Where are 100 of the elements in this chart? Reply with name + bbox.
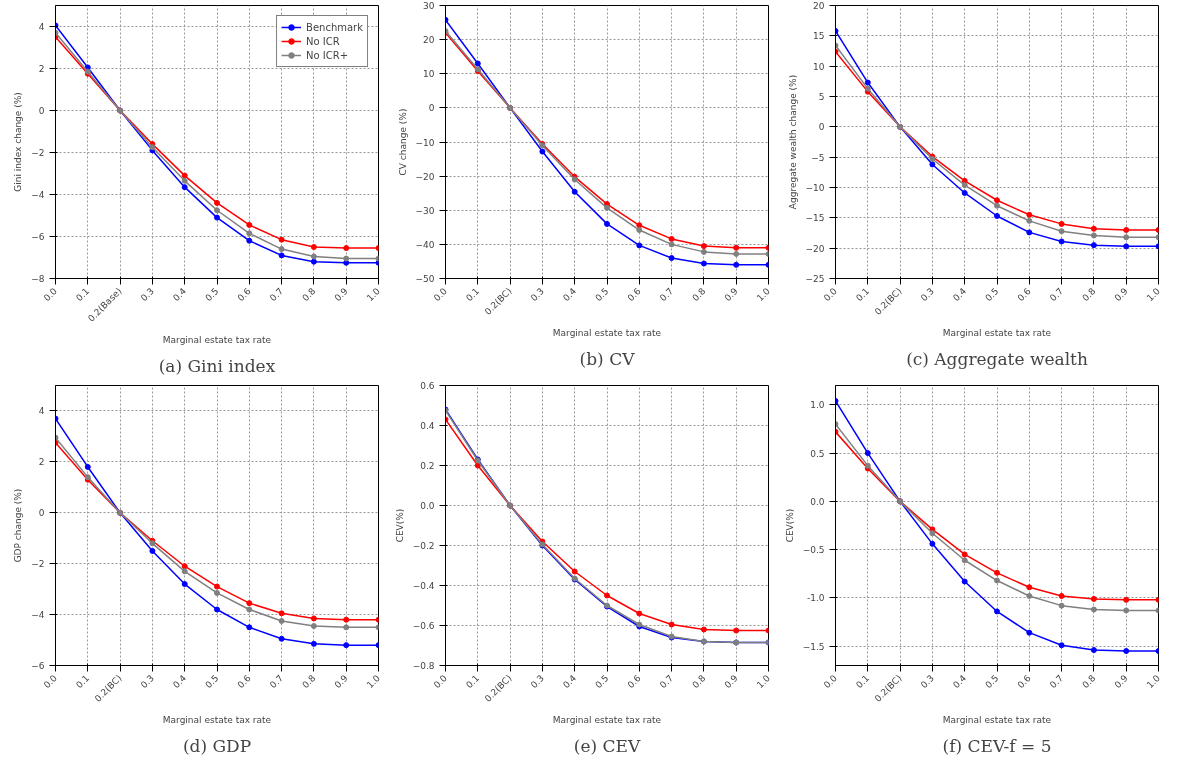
text: (b) CV (579, 348, 636, 369)
x-tick-label: 1.0 (754, 285, 773, 304)
x-tick-label: 0.9 (332, 672, 350, 691)
x-tick-label: 0.8 (1080, 285, 1098, 304)
x-tick-label: 0.1 (464, 285, 482, 304)
y-axis-title: CEV(%) (784, 508, 795, 543)
y-tick-label: −15 (805, 213, 825, 224)
x-tick-label: 0.6 (625, 285, 644, 304)
y-tick-label: −20 (805, 243, 825, 254)
y-tick-label: −6 (31, 661, 45, 671)
x-tick-label: 1.0 (754, 672, 773, 691)
x-tick-label: 0.3 (138, 672, 156, 691)
y-axis-title: GDP change (%) (13, 488, 24, 563)
y-tick-label: 10 (423, 69, 435, 80)
x-tick-label: 0.8 (690, 285, 708, 304)
y-tick-label: 15 (813, 31, 825, 42)
y-tick-label: −20 (415, 171, 435, 182)
y-tick-label: 5 (818, 92, 825, 102)
y-tick-label: −2 (31, 148, 45, 158)
x-tick-label: 0.7 (657, 285, 676, 304)
y-tick-label: −4 (31, 610, 45, 621)
text: (e) CEV (573, 735, 641, 756)
y-tick-label: 4 (38, 406, 45, 417)
x-tick-label: 0.6 (235, 285, 254, 304)
y-tick-label: −0.2 (412, 541, 435, 551)
y-tick-label: 2 (38, 457, 45, 468)
x-tick-label: 0.4 (561, 285, 579, 304)
y-tick-label: −0.5 (802, 545, 825, 556)
x-tick-label: 0.9 (722, 285, 740, 304)
y-axis-title: Aggregate wealth change (%) (787, 74, 798, 210)
y-axis-title: CV change (%) (397, 108, 408, 176)
text: (c) Aggregate wealth (906, 348, 1088, 369)
x-tick-label: 0.4 (171, 672, 189, 691)
y-tick-label: −2 (31, 559, 45, 570)
x-tick-label: 0.8 (300, 285, 318, 304)
y-tick-label: −4 (31, 190, 45, 200)
y-tick-label: 30 (423, 1, 435, 11)
y-tick-label: 0.4 (420, 421, 435, 431)
x-tick-label: 0.1 (74, 672, 92, 691)
x-tick-label: 0.9 (722, 672, 740, 691)
y-tick-label: −50 (415, 274, 435, 284)
y-axis-title: Gini index change (%) (13, 92, 24, 192)
y-tick-label: 20 (423, 35, 435, 46)
x-tick-label: 0.4 (951, 672, 969, 691)
x-tick-label: 0.7 (267, 672, 286, 691)
x-axis-title: Marginal estate tax rate (162, 715, 272, 726)
x-tick-label: 0.3 (918, 285, 936, 304)
x-axis-title: Marginal estate tax rate (162, 335, 272, 346)
x-tick-label: 0.6 (1015, 285, 1034, 304)
x-tick-label: 1.0 (364, 285, 383, 304)
y-tick-label: 0 (818, 122, 825, 133)
x-tick-label: 0.9 (332, 285, 350, 304)
y-tick-label: −25 (805, 274, 825, 284)
y-tick-label: 0.0 (420, 501, 435, 511)
y-tick-label: −1.5 (802, 641, 825, 652)
x-tick-label: 0.8 (690, 672, 708, 691)
y-tick-label: 0.6 (420, 381, 435, 391)
y-tick-label: 0 (38, 508, 45, 519)
x-tick-label: 0.9 (1112, 285, 1130, 304)
x-tick-label: 0.4 (171, 285, 189, 304)
x-tick-label: 0.1 (74, 285, 92, 304)
text: (f) CEV-f = 5 (942, 735, 1052, 756)
y-tick-label: −10 (415, 137, 435, 148)
y-tick-label: −40 (415, 239, 435, 250)
x-tick-label: 0.5 (593, 285, 611, 304)
x-tick-label: 1.0 (364, 672, 383, 691)
y-axis-title: CEV(%) (394, 508, 405, 543)
y-tick-label: 0 (38, 106, 45, 116)
y-tick-label: 0.5 (810, 448, 825, 459)
x-axis-title: Marginal estate tax rate (942, 328, 1052, 339)
y-tick-label: −30 (415, 205, 435, 216)
y-tick-label: −6 (31, 232, 45, 242)
x-tick-label: 0.6 (1015, 672, 1034, 691)
legend-label: No ICR+ (306, 48, 349, 62)
y-tick-label: −0.4 (412, 581, 435, 591)
x-tick-label: 0.1 (854, 285, 872, 304)
y-tick-label: 2 (38, 64, 45, 74)
x-tick-label: 1.0 (1144, 285, 1163, 304)
legend-label: Benchmark (306, 20, 363, 34)
x-tick-label: 0.7 (1047, 672, 1066, 691)
x-tick-label: 0.8 (300, 672, 318, 691)
y-tick-label: 10 (813, 61, 825, 72)
x-tick-label: 0.5 (983, 285, 1001, 304)
x-tick-label: 0.3 (918, 672, 936, 691)
x-axis-title: Marginal estate tax rate (942, 715, 1052, 726)
text: (a) Gini index (158, 355, 276, 376)
text: (d) GDP (182, 735, 252, 756)
y-tick-label: −10 (805, 183, 825, 193)
x-tick-label: 0.4 (561, 672, 579, 691)
x-tick-label: 1.0 (1144, 672, 1163, 691)
x-axis-title: Marginal estate tax rate (552, 328, 662, 339)
x-tick-label: 0.7 (657, 672, 676, 691)
x-tick-label: 0.6 (625, 672, 644, 691)
x-tick-label: 0.1 (464, 672, 482, 691)
x-tick-label: 0.3 (138, 285, 156, 304)
y-tick-label: −0.8 (412, 661, 435, 671)
x-tick-label: 0.5 (593, 672, 611, 691)
x-tick-label: 0.3 (528, 672, 546, 691)
x-tick-label: 0.8 (1080, 672, 1098, 691)
x-tick-label: 0.7 (267, 285, 286, 304)
